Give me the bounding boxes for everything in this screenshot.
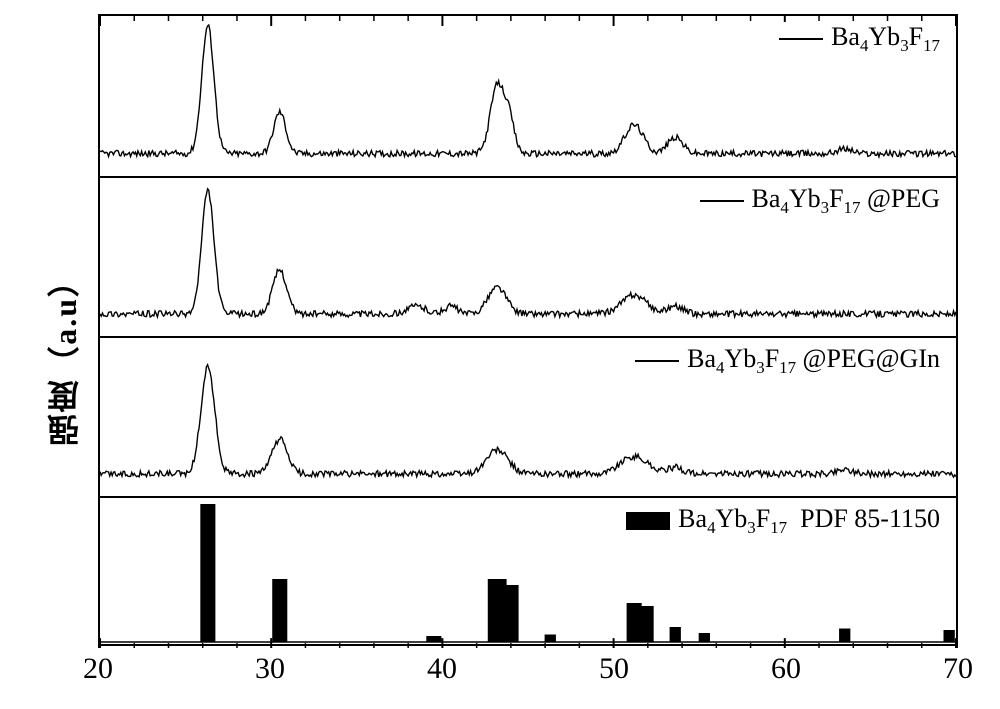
legend-label: Ba4Yb3F17 @PEG@GIn [687,344,940,378]
xtick-label: 40 [427,652,457,686]
x-axis: 203040506070 [98,646,958,696]
panel-3: Ba4Yb3F17 PDF 85-1150 [98,496,958,648]
xtick-label: 20 [83,652,113,686]
legend-0: Ba4Yb3F17 [775,22,944,56]
legend-label: Ba4Yb3F17 PDF 85-1150 [678,504,940,538]
plot-wrap: Ba4Yb3F17 Ba4Yb3F17 @PEG Ba4Yb3F17 @PEG@GI… [98,14,958,696]
legend-label: Ba4Yb3F17 @PEG [752,184,941,218]
legend-swatch-block-icon [626,512,670,530]
xtick-label: 50 [599,652,629,686]
legend-3: Ba4Yb3F17 PDF 85-1150 [622,504,944,538]
panel-1: Ba4Yb3F17 @PEG [98,176,958,336]
xrd-figure: 强度（a.u） Ba4Yb3F17Ba4Yb3F17 @PEGBa4Yb3F17… [42,14,958,696]
panel-2: Ba4Yb3F17 @PEG@GIn [98,336,958,496]
legend-2: Ba4Yb3F17 @PEG@GIn [631,344,944,378]
y-axis-label: 强度（a.u） [42,263,88,447]
legend-swatch-line-icon [700,200,744,202]
xtick-label: 60 [771,652,801,686]
plot-area: Ba4Yb3F17 Ba4Yb3F17 @PEG Ba4Yb3F17 @PEG@GI… [98,14,958,646]
legend-1: Ba4Yb3F17 @PEG [696,184,945,218]
panel-0: Ba4Yb3F17 [98,16,958,176]
xtick-label: 30 [255,652,285,686]
xtick-label: 70 [943,652,973,686]
legend-label: Ba4Yb3F17 [831,22,940,56]
legend-swatch-line-icon [779,38,823,40]
legend-swatch-line-icon [635,360,679,362]
